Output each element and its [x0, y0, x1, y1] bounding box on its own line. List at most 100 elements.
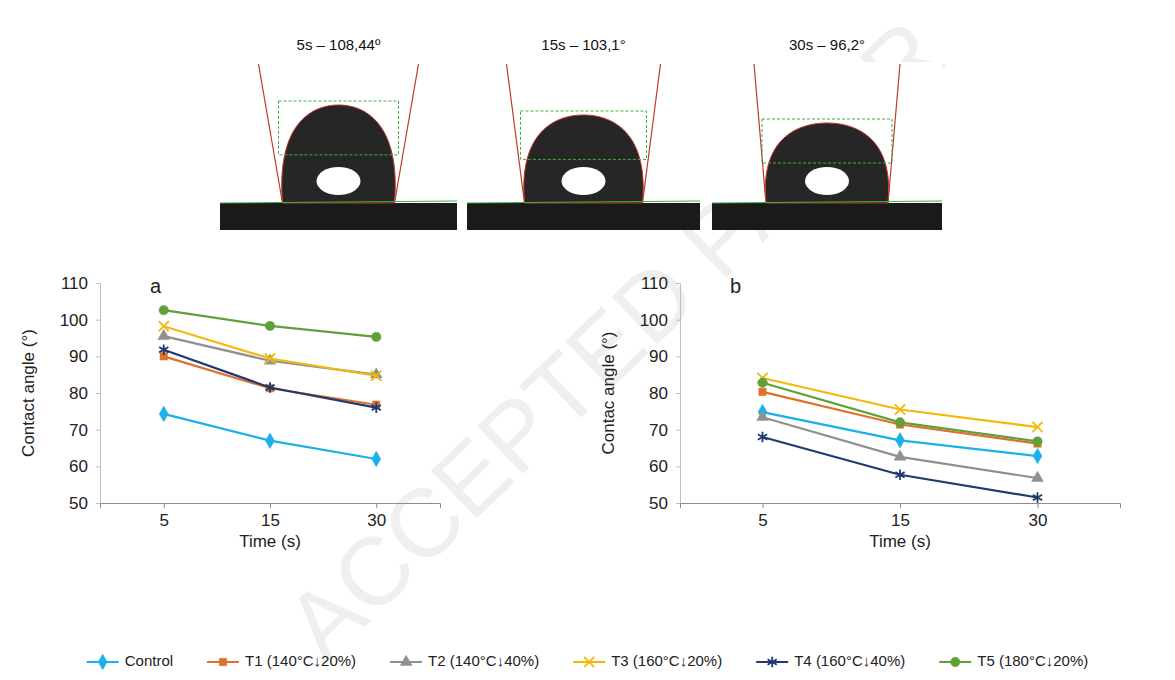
y-tick-mark — [676, 283, 680, 284]
legend-label: T5 (180°C↓20%) — [977, 652, 1088, 669]
y-tick: 100 — [640, 311, 680, 330]
y-tick-mark — [96, 356, 100, 357]
series-marker — [159, 321, 169, 331]
droplet — [282, 105, 396, 203]
y-axis: 5060708090100110 — [640, 274, 681, 513]
photo — [712, 62, 942, 230]
series-line: T5 (180°C↓20%) — [763, 383, 1038, 442]
tangent-line — [888, 64, 900, 203]
y-tick-label: 80 — [649, 384, 668, 403]
photo-background — [467, 62, 700, 230]
series-line: T5 (180°C↓20%) — [164, 310, 377, 337]
legend-label: T3 (160°C↓20%) — [611, 652, 722, 669]
x-axis-line — [681, 504, 1121, 509]
legend-item: T2 (140°C↓40%) — [390, 652, 539, 669]
y-tick: 90 — [69, 347, 100, 366]
y-tick-label: 100 — [60, 311, 88, 330]
legend-label: T4 (160°C↓40%) — [794, 652, 905, 669]
y-tick-mark — [96, 320, 100, 321]
x-tick-mark — [164, 503, 165, 508]
fit-box — [521, 111, 647, 159]
y-tick-mark — [96, 503, 100, 504]
y-tick-label: 60 — [69, 457, 88, 476]
series: Control — [159, 406, 380, 467]
series-line: T4 (160°C↓40%) — [763, 437, 1038, 498]
series-marker — [895, 418, 904, 427]
series: T3 (160°C↓20%) — [757, 373, 1042, 432]
y-tick-mark — [96, 283, 100, 284]
photo — [467, 62, 700, 230]
legend-item: T1 (140°C↓20%) — [207, 652, 356, 669]
y-tick: 60 — [649, 457, 680, 476]
y-tick: 80 — [649, 384, 680, 403]
legend-label: Control — [125, 652, 173, 669]
droplet-highlight — [805, 167, 849, 195]
series-line: T2 (140°C↓40%) — [164, 336, 377, 375]
legend: Control T1 (140°C↓20%) T2 (140°C↓40%) T3 (1… — [87, 652, 1089, 670]
y-tick-label: 70 — [649, 421, 668, 440]
photo-label: 15s – 103,1° — [541, 36, 625, 53]
photo-substrate — [467, 203, 700, 230]
plot-marks: ControlT1 (140°C↓20%)T2 (140°C↓40%)T3 (1… — [158, 305, 382, 466]
series: T4 (160°C↓40%) — [159, 344, 381, 413]
y-tick-label: 90 — [649, 347, 668, 366]
y-tick-mark — [676, 320, 680, 321]
series-marker — [758, 432, 767, 443]
baseline — [220, 201, 457, 203]
x-axis-title: Time (s) — [869, 532, 931, 551]
y-tick: 50 — [649, 494, 680, 513]
tangent-line — [643, 64, 661, 203]
series-marker — [159, 406, 168, 422]
x-tick-mark — [1038, 503, 1039, 508]
series-marker — [1033, 448, 1042, 464]
x-tick-label: 15 — [261, 511, 280, 530]
series-marker — [895, 469, 904, 480]
panel-title: a — [150, 275, 162, 297]
series-line: Control — [164, 414, 377, 459]
x-tick-label: 5 — [160, 511, 169, 530]
legend-marker — [584, 657, 594, 667]
y-axis-line — [676, 284, 681, 504]
legend-marker — [98, 654, 107, 670]
y-tick-label: 90 — [69, 347, 88, 366]
y-tick-label: 60 — [649, 457, 668, 476]
series-marker — [265, 353, 275, 363]
series: T2 (140°C↓40%) — [757, 410, 1044, 481]
chart-root: ACCEPTED PAPER5s – 108,44º15s – 103,1°30… — [0, 0, 1175, 680]
series-line: T3 (160°C↓20%) — [763, 378, 1038, 427]
x-tick: 30 — [1029, 503, 1048, 530]
series-marker — [265, 321, 274, 330]
x-tick-label: 30 — [367, 511, 386, 530]
x-tick-label: 30 — [1029, 511, 1048, 530]
baseline — [467, 201, 700, 203]
series-marker — [758, 378, 767, 387]
y-tick: 110 — [61, 274, 100, 293]
legend-item: T4 (160°C↓40%) — [756, 652, 905, 669]
photos: 5s – 108,44º15s – 103,1°30s – 96,2° — [220, 36, 942, 230]
series-marker — [266, 433, 275, 449]
series-marker — [371, 371, 381, 381]
panel: 50 60 70 80 90 100 110 5 15 30 ControlT1 (140°C↓20… — [19, 274, 440, 551]
photo-label: 30s – 96,2° — [789, 36, 865, 53]
y-tick-label: 50 — [69, 494, 88, 513]
series-marker — [372, 451, 381, 467]
y-axis: 50 60 70 80 90 100 110 — [60, 274, 101, 513]
photo — [220, 62, 457, 230]
series-marker — [1033, 437, 1042, 446]
series-marker — [1033, 492, 1042, 503]
series-marker — [894, 450, 906, 460]
y-tick-label: 100 — [640, 311, 668, 330]
fit-box — [762, 119, 892, 163]
y-tick-mark — [676, 430, 680, 431]
series-marker — [372, 402, 381, 413]
y-tick-label: 70 — [69, 421, 88, 440]
series-marker — [759, 388, 766, 395]
x-tick-mark — [763, 503, 764, 508]
series: T5 (180°C↓20%) — [159, 305, 381, 341]
y-tick: 90 — [649, 347, 680, 366]
photo-substrate — [220, 203, 457, 230]
x-tick: 15 — [261, 503, 280, 530]
y-tick: 80 — [69, 384, 100, 403]
y-tick-mark — [96, 393, 100, 394]
series-marker — [896, 433, 905, 449]
